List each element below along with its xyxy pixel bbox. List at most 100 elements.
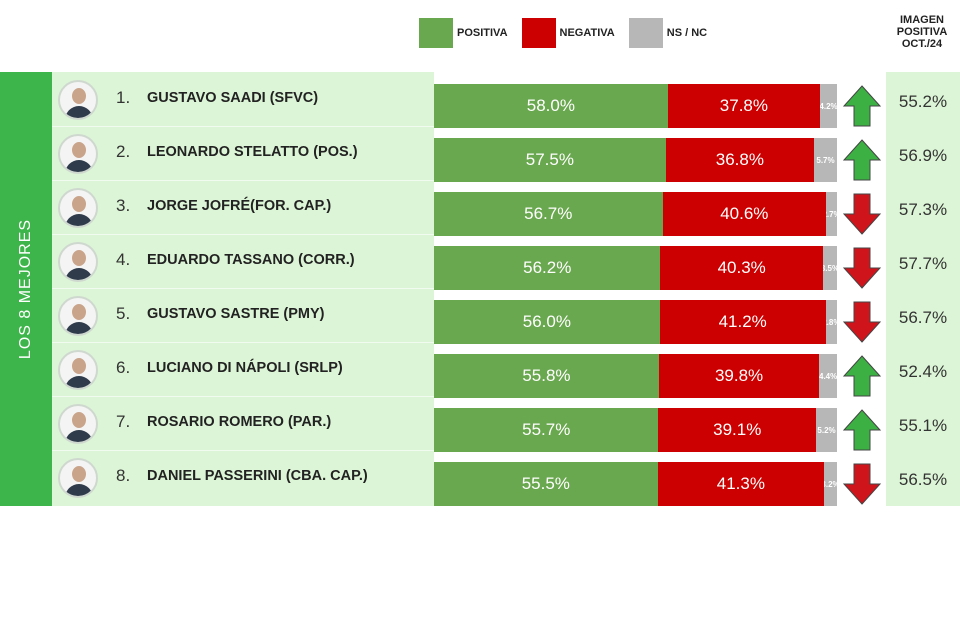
- avatar: [58, 350, 98, 390]
- stacked-bar: 56.2% 40.3% 3.5%: [434, 246, 837, 290]
- chart-row: 2. LEONARDO STELATTO (POS.) 57.5% 36.8% 5.7%…: [0, 126, 960, 182]
- oct24-value: 56.7%: [898, 308, 948, 327]
- legend-swatch-nsnc: [628, 18, 663, 48]
- arrow-shape: [842, 301, 882, 343]
- avatar: [58, 80, 98, 120]
- rank-number: 2.: [116, 142, 131, 161]
- data-label-positiva: 56.2%: [523, 258, 572, 277]
- bar-segment-positiva: 56.0%: [434, 300, 660, 344]
- candidate-name: LUCIANO DI NÁPOLI (SRLP): [147, 360, 343, 376]
- data-label-negativa: 40.6%: [720, 204, 769, 223]
- legend-label-positiva: POSITIVA: [457, 27, 508, 39]
- rank-number: 8.: [116, 466, 131, 485]
- arrow-shape: [842, 139, 882, 181]
- legend-item-positiva: POSITIVA: [419, 18, 508, 48]
- avatar-head: [72, 250, 86, 266]
- arrow-shape: [842, 463, 882, 505]
- bar-segment-negativa: 39.1%: [658, 408, 817, 452]
- stacked-bar: 58.0% 37.8% 4.2%: [434, 84, 837, 128]
- legend-label-nsnc: NS / NC: [666, 27, 708, 39]
- oct24-column-header: IMAGEN POSITIVA OCT./24: [884, 14, 960, 50]
- legend-item-nsnc: NS / NC: [628, 18, 708, 48]
- avatar-head: [72, 358, 86, 374]
- data-label-nsnc: 4.2%: [820, 101, 837, 111]
- data-label-negativa: 39.1%: [713, 420, 762, 439]
- stacked-bar: 56.0% 41.2% 2.8%: [434, 300, 837, 344]
- candidate-name: EDUARDO TASSANO (CORR.): [147, 252, 355, 268]
- avatar-body: [65, 214, 93, 226]
- data-label-positiva: 56.7%: [524, 204, 573, 223]
- data-label-negativa: 36.8%: [715, 150, 764, 169]
- data-label-positiva: 55.8%: [522, 366, 571, 385]
- bar-segment-nsnc: 2.7%: [826, 192, 837, 236]
- chart-row: 4.EDUARDO TASSANO (CORR.)56.2%40.3%3.5%5…: [0, 234, 960, 290]
- avatar: [58, 458, 98, 498]
- chart-row: 6. LUCIANO DI NÁPOLI (SRLP) 55.8% 39.8% 4.4%…: [0, 342, 960, 398]
- avatar-head: [72, 412, 86, 428]
- oct24-header-line-3: OCT./24: [901, 38, 943, 50]
- stacked-bar: 55.7% 39.1% 5.2%: [434, 408, 837, 452]
- oct24-value: 56.5%: [898, 470, 948, 489]
- candidate-name: GUSTAVO SASTRE (PMY): [147, 306, 325, 322]
- rank-number: 1.: [116, 88, 131, 107]
- bar-segment-positiva: 57.5%: [434, 138, 666, 182]
- avatar: [58, 404, 98, 444]
- oct24-header-line-1: IMAGEN: [900, 14, 944, 26]
- arrow-up-icon: [842, 85, 882, 127]
- avatar-body: [65, 484, 93, 496]
- arrow-shape: [842, 247, 882, 289]
- bar-segment-positiva: 55.7%: [434, 408, 659, 452]
- bar-segment-nsnc: 4.4%: [819, 354, 837, 398]
- data-label-nsnc: 4.4%: [819, 371, 837, 381]
- rank-number: 3.: [116, 196, 131, 215]
- row-divider: [52, 396, 434, 397]
- chart-row: 1. GUSTAVO SAADI (SFVC) 58.0% 37.8% 4.2% 55.2…: [0, 72, 960, 128]
- avatar: [58, 242, 98, 282]
- oct24-value: 52.4%: [898, 362, 948, 381]
- data-label-negativa: 37.8%: [719, 96, 768, 115]
- bar-segment-positiva: 55.5%: [434, 462, 658, 506]
- bar-segment-negativa: 36.8%: [665, 138, 815, 182]
- bar-segment-positiva: 58.0%: [434, 84, 668, 128]
- data-label-positiva: 57.5%: [525, 150, 574, 169]
- bar-segment-positiva: 55.8%: [434, 354, 659, 398]
- data-label-positiva: 56.0%: [522, 312, 571, 331]
- avatar-head: [72, 466, 86, 482]
- avatar: [58, 188, 98, 228]
- data-label-negativa: 41.2%: [718, 312, 767, 331]
- data-label-nsnc: 5.2%: [817, 425, 836, 435]
- data-label-positiva: 55.5%: [521, 474, 570, 493]
- oct24-value: 55.2%: [898, 92, 948, 111]
- arrow-up-icon: [842, 139, 882, 181]
- bar-segment-negativa: 37.8%: [667, 84, 821, 128]
- arrow-up-icon: [842, 409, 882, 451]
- candidate-name: JORGE JOFRÉ(FOR. CAP.): [147, 198, 332, 214]
- row-divider: [52, 450, 434, 451]
- avatar-body: [65, 376, 93, 388]
- candidate-name: DANIEL PASSERINI (CBA. CAP.): [147, 468, 368, 484]
- row-divider: [52, 126, 434, 127]
- bar-segment-nsnc: 5.2%: [816, 408, 837, 452]
- rank-number: 6.: [116, 358, 131, 377]
- row-divider: [52, 234, 434, 235]
- bar-segment-positiva: 56.2%: [434, 246, 661, 290]
- arrow-shape: [842, 193, 882, 235]
- avatar: [58, 134, 98, 174]
- chart-row: 3. JORGE JOFRÉ(FOR. CAP.) 56.7% 40.6% 2.7% 57…: [0, 180, 960, 236]
- oct24-column-panel: [886, 72, 960, 506]
- rank-number: 5.: [116, 304, 131, 323]
- stacked-bar: 55.8% 39.8% 4.4%: [434, 354, 837, 398]
- oct24-header-line-2: POSITIVA: [896, 26, 948, 38]
- candidate-name: GUSTAVO SAADI (SFVC): [147, 90, 319, 106]
- arrow-down-icon: [842, 463, 882, 505]
- data-label-nsnc: 3.5%: [822, 263, 837, 273]
- chart-legend: POSITIVA NEGATIVA NS / NC: [419, 18, 721, 48]
- bar-segment-nsnc: 3.5%: [822, 246, 837, 290]
- side-label-panel: LOS 8 MEJORES: [0, 72, 52, 506]
- stacked-bar: 56.7% 40.6% 2.7%: [434, 192, 837, 236]
- bar-segment-negativa: 40.3%: [660, 246, 823, 290]
- data-label-nsnc: 5.7%: [816, 155, 835, 165]
- bar-segment-nsnc: 3.2%: [824, 462, 837, 506]
- names-panel: [52, 72, 434, 506]
- stacked-bar: 57.5% 36.8% 5.7%: [434, 138, 837, 182]
